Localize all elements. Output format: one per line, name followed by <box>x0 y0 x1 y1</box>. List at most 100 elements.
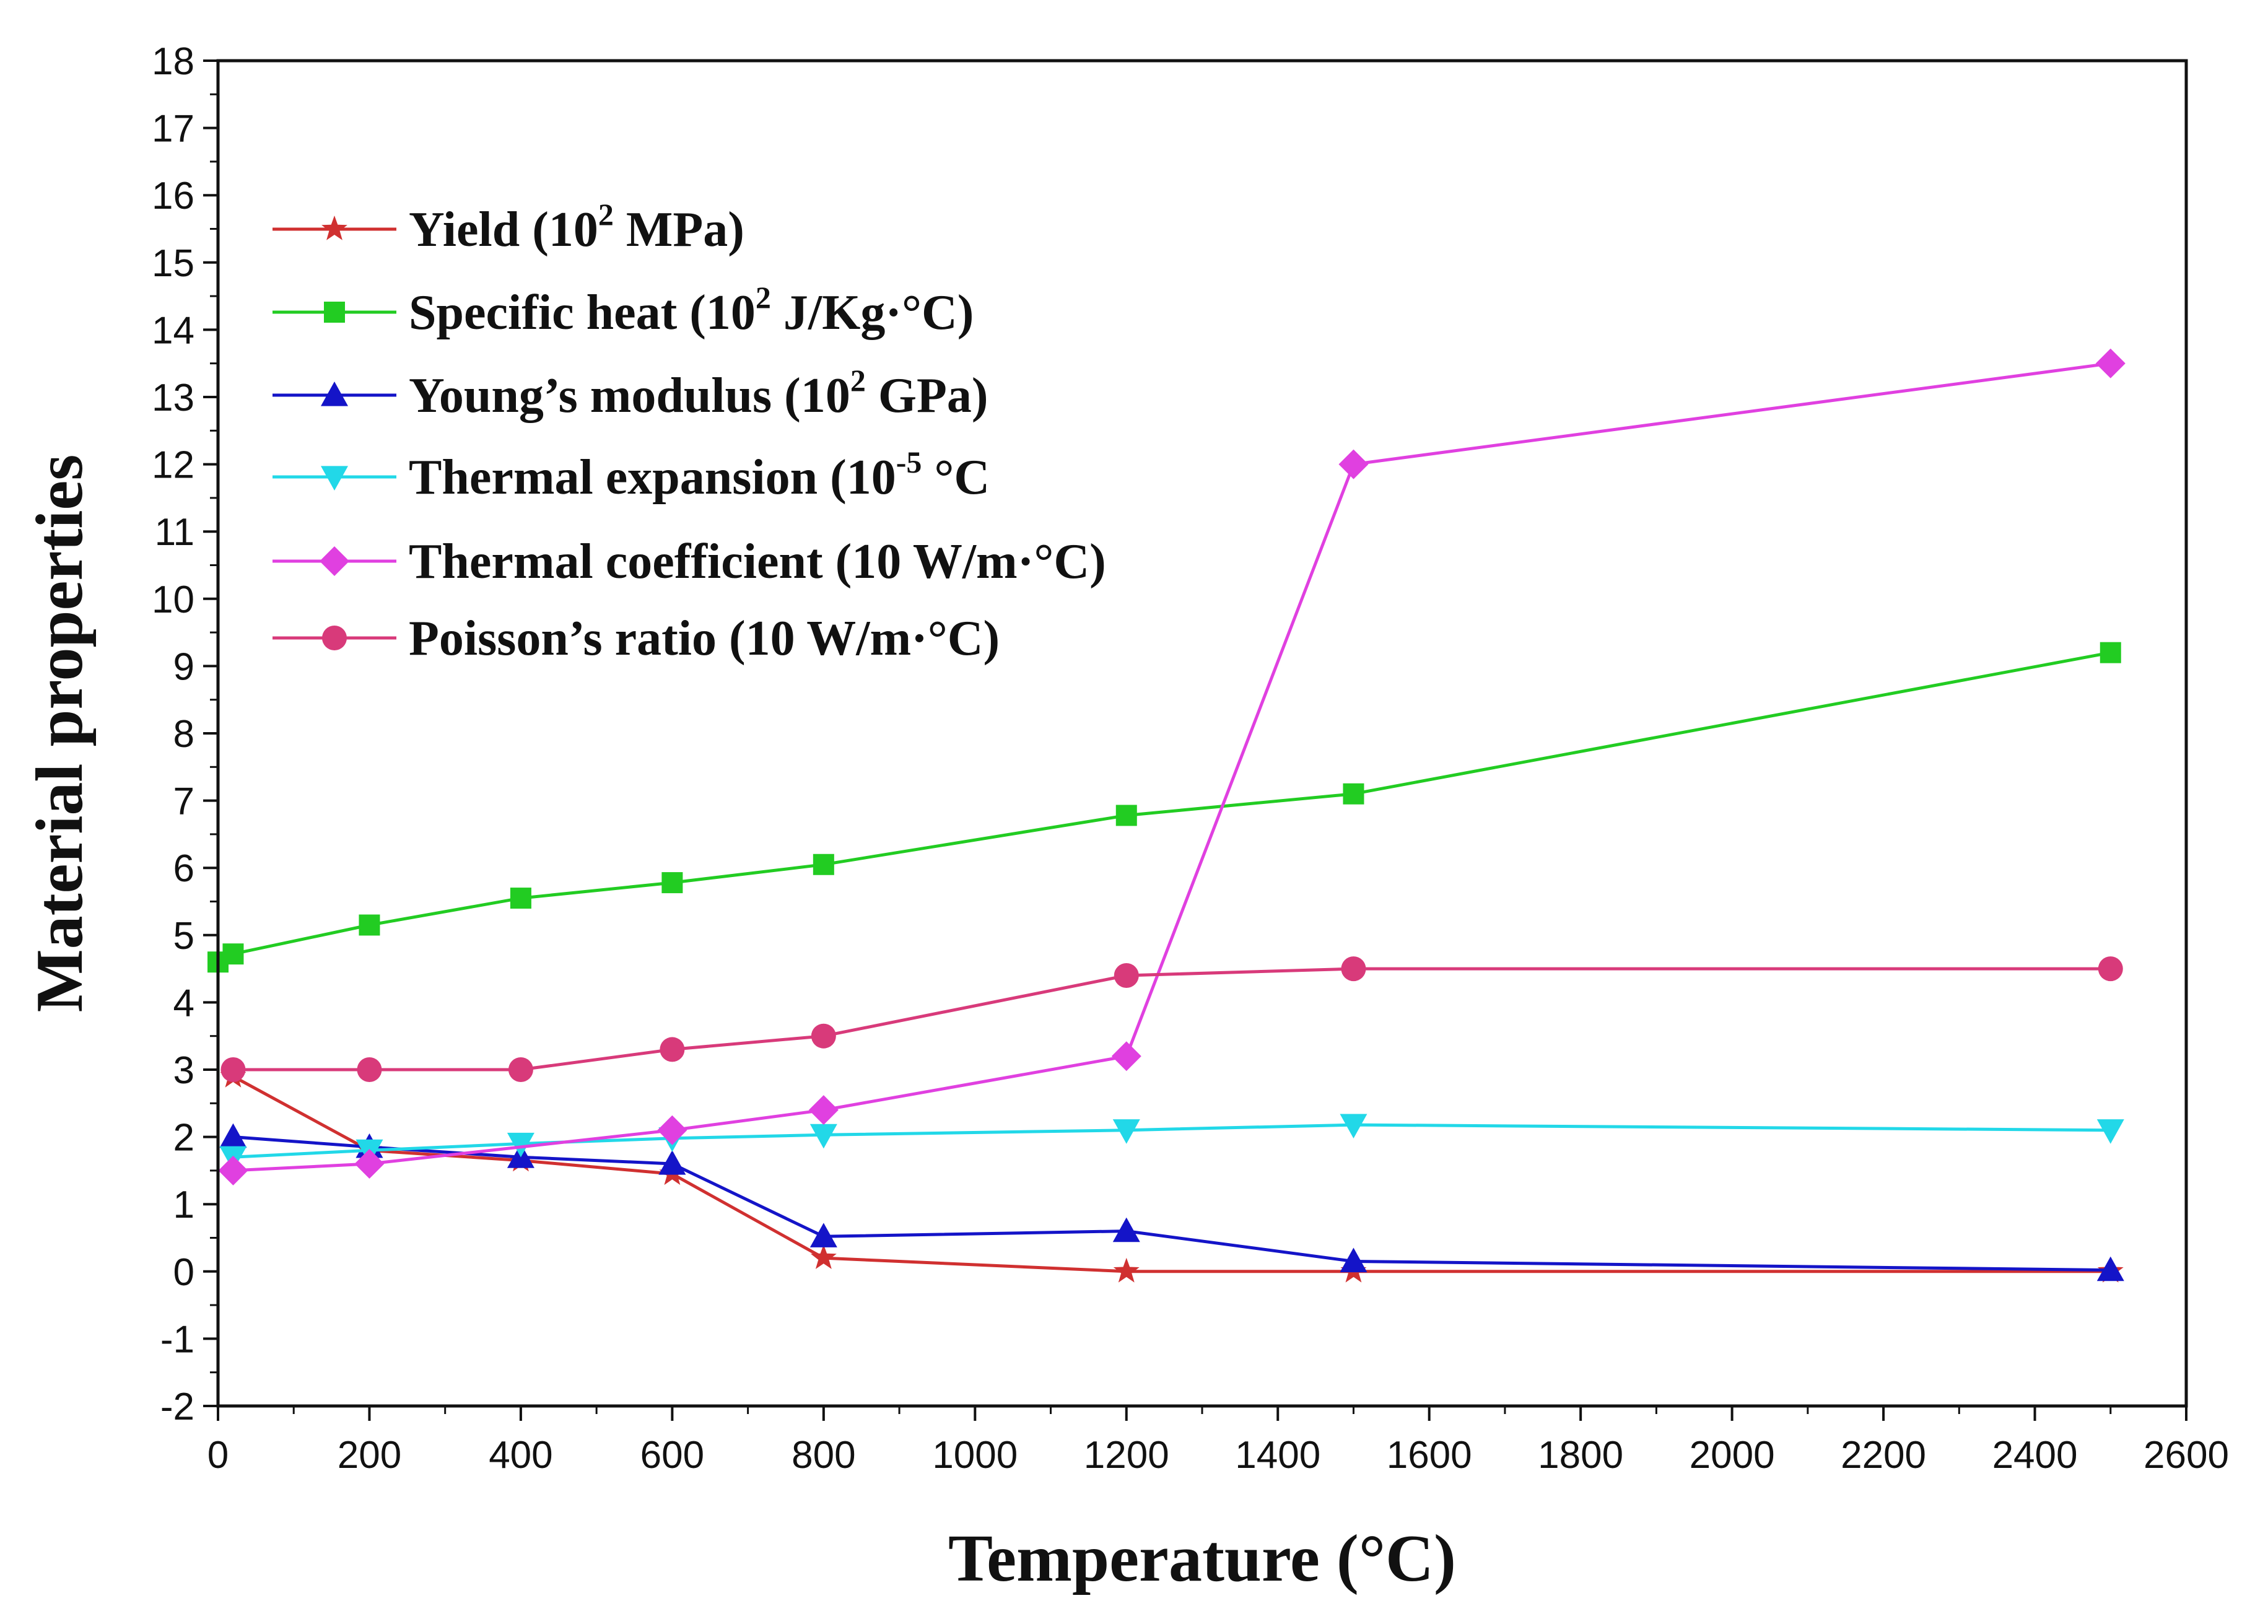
y-tick-label: 14 <box>152 309 194 352</box>
data-point <box>2095 348 2126 378</box>
y-tick-label: 8 <box>173 713 194 756</box>
legend-label-tail: GPa) <box>866 369 988 423</box>
x-tick-label: 0 <box>207 1434 229 1477</box>
y-tick-label: 18 <box>152 40 194 83</box>
data-point <box>2096 1119 2124 1144</box>
data-point <box>2100 642 2121 663</box>
data-point <box>657 1115 687 1145</box>
x-tick-label: 200 <box>338 1434 401 1477</box>
y-tick-label: 7 <box>173 780 194 823</box>
y-tick-label: 3 <box>173 1049 194 1092</box>
x-tick-label: 1000 <box>932 1434 1018 1477</box>
data-point <box>1113 1257 1140 1283</box>
legend-swatch-marker <box>324 302 345 323</box>
legend-label-superscript: -5 <box>896 445 922 479</box>
data-point <box>810 1244 837 1269</box>
y-tick-label: -1 <box>160 1318 194 1361</box>
data-point <box>1111 1041 1141 1072</box>
x-tick-label: 400 <box>489 1434 552 1477</box>
legend-label: Young’s modulus (102 GPa) <box>409 363 988 423</box>
series-line <box>233 967 2111 1072</box>
legend-label: Yield (102 MPa) <box>409 197 744 257</box>
legend-item: Young’s modulus (102 GPa) <box>273 363 988 423</box>
legend-item: Specific heat (102 J/Kg·°C) <box>273 280 974 340</box>
legend-label-main: Specific heat (10 <box>409 286 756 340</box>
data-point <box>1341 956 1366 982</box>
y-tick-label: 15 <box>152 242 194 285</box>
legend-label: Thermal expansion (10-5 °C <box>409 445 990 505</box>
y-tick-label: 16 <box>152 175 194 217</box>
legend-swatch-marker <box>320 546 349 576</box>
legend-label-main: Poisson’s ratio (10 W/m·°C) <box>409 611 1000 666</box>
data-point <box>357 1057 382 1082</box>
y-axis-title: Material properties <box>23 455 97 1013</box>
data-point <box>510 888 531 909</box>
x-tick-label: 1400 <box>1235 1434 1320 1477</box>
data-point <box>508 1057 533 1082</box>
y-tick-label: 12 <box>152 444 194 487</box>
x-tick-label: 1200 <box>1084 1434 1169 1477</box>
legend-item: Poisson’s ratio (10 W/m·°C) <box>273 611 1000 666</box>
legend-swatch-marker <box>321 216 347 240</box>
data-point <box>809 1124 837 1149</box>
data-point <box>660 1037 685 1062</box>
data-point <box>1115 805 1137 826</box>
y-tick-label: 11 <box>155 511 194 554</box>
data-point <box>661 872 683 894</box>
x-tick-label: 2000 <box>1690 1434 1775 1477</box>
x-axis-title: Temperature (°C) <box>948 1522 1456 1596</box>
data-point <box>2098 956 2123 982</box>
data-point <box>813 853 834 875</box>
legend-label-superscript: 2 <box>756 280 771 315</box>
legend-label-tail: MPa) <box>614 203 744 257</box>
y-tick-label: 0 <box>173 1251 194 1294</box>
y-tick-label: 9 <box>173 645 194 688</box>
legend-label: Thermal coefficient (10 W/m·°C) <box>409 535 1106 589</box>
x-tick-label: 1800 <box>1538 1434 1623 1477</box>
x-tick-label: 1600 <box>1387 1434 1472 1477</box>
series-line <box>233 1123 2111 1159</box>
y-tick-label: 5 <box>173 915 194 958</box>
series-layer <box>207 348 2126 1283</box>
x-tick-label: 2400 <box>1992 1434 2078 1477</box>
x-tick-label: 800 <box>792 1434 855 1477</box>
x-tick-label: 2600 <box>2144 1434 2229 1477</box>
data-point <box>811 1023 836 1049</box>
plot-frame <box>216 59 2188 1408</box>
y-tick-label: 13 <box>152 377 194 419</box>
legend-label-superscript: 2 <box>598 197 614 232</box>
legend-label-main: Thermal coefficient (10 W/m·°C) <box>409 535 1106 589</box>
y-tick-label: 17 <box>152 108 194 151</box>
legend-label-main: Thermal expansion (10 <box>409 450 896 505</box>
data-point <box>220 1057 246 1082</box>
y-tick-label: 2 <box>173 1117 194 1159</box>
x-tick-label: 2200 <box>1841 1434 1926 1477</box>
legend-item: Thermal coefficient (10 W/m·°C) <box>273 535 1106 589</box>
data-point <box>1114 963 1139 988</box>
legend-swatch-marker <box>322 626 347 650</box>
legend-label-main: Yield (10 <box>409 203 598 257</box>
data-point <box>1340 1114 1367 1139</box>
series-4 <box>218 348 2126 1185</box>
legend-label: Poisson’s ratio (10 W/m·°C) <box>409 611 1000 666</box>
y-tick-label: 1 <box>173 1184 194 1226</box>
legend-label-tail: °C <box>922 450 990 505</box>
data-point <box>1340 1247 1367 1273</box>
x-tick-label: 600 <box>640 1434 704 1477</box>
data-point <box>808 1095 839 1125</box>
legend-label-main: Young’s modulus (10 <box>409 369 850 423</box>
data-point <box>658 1150 686 1175</box>
series-5 <box>220 956 2123 1082</box>
legend: Yield (102 MPa)Specific heat (102 J/Kg·°… <box>273 197 1106 666</box>
y-tick-label: 6 <box>173 847 194 890</box>
legend-swatch-marker <box>321 382 348 406</box>
data-point <box>1338 449 1369 479</box>
series-line <box>232 1075 2111 1273</box>
legend-swatch-marker <box>321 466 348 491</box>
y-tick-label: 4 <box>173 982 194 1024</box>
legend-label: Specific heat (102 J/Kg·°C) <box>409 280 974 340</box>
data-point <box>507 1132 534 1158</box>
legend-item: Thermal expansion (10-5 °C <box>273 445 990 505</box>
data-point <box>354 1149 385 1179</box>
